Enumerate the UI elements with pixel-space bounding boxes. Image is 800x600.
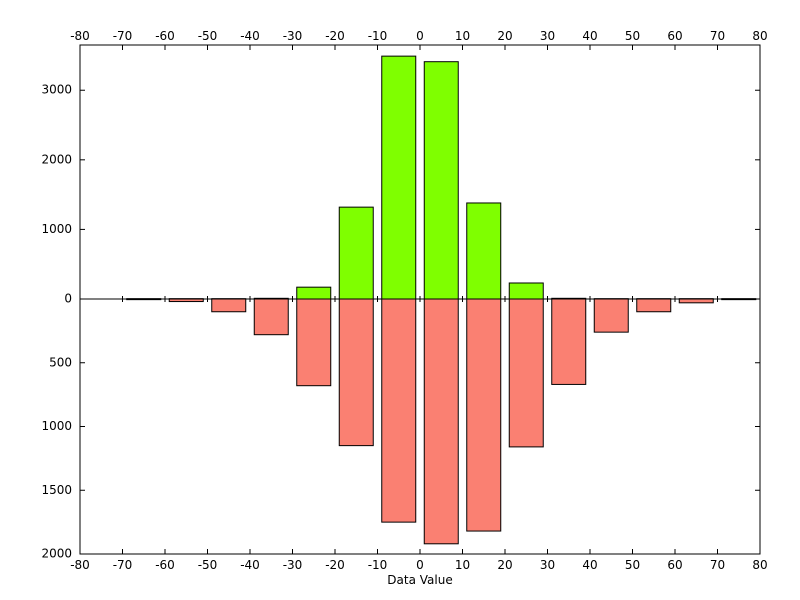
x-tick-label-top: 80 bbox=[752, 29, 767, 43]
x-tick-label-top: -10 bbox=[368, 29, 388, 43]
x-tick-label-top: 50 bbox=[625, 29, 640, 43]
lower-bar bbox=[168, 298, 204, 303]
upper-bar bbox=[423, 61, 459, 300]
upper-bar bbox=[338, 206, 374, 300]
x-tick-label-top: -60 bbox=[155, 29, 175, 43]
x-tick-label-top: -30 bbox=[283, 29, 303, 43]
y-tick-label-upper: 1000 bbox=[41, 222, 72, 236]
lower-bar bbox=[593, 298, 629, 333]
y-tick-label-lower: 500 bbox=[49, 355, 72, 369]
x-tick-label-bottom: 60 bbox=[667, 558, 682, 572]
lower-bar bbox=[466, 298, 502, 532]
lower-bar bbox=[338, 298, 374, 447]
x-axis-label: Data Value bbox=[387, 573, 452, 587]
x-tick-label-bottom: 10 bbox=[455, 558, 470, 572]
y-tick-label-upper: 0 bbox=[64, 292, 72, 306]
x-tick-label-bottom: 30 bbox=[540, 558, 555, 572]
x-tick-label-top: 10 bbox=[455, 29, 470, 43]
x-tick-label-bottom: 50 bbox=[625, 558, 640, 572]
x-tick-label-top: 30 bbox=[540, 29, 555, 43]
lower-bar bbox=[253, 298, 289, 336]
x-tick-label-bottom: -30 bbox=[283, 558, 303, 572]
x-tick-label-top: -80 bbox=[70, 29, 90, 43]
x-tick-label-bottom: 80 bbox=[752, 558, 767, 572]
x-tick-label-top: -20 bbox=[325, 29, 345, 43]
y-tick-label-upper: 2000 bbox=[41, 152, 72, 166]
lower-bar bbox=[381, 298, 417, 523]
tick-labels: -80 -80 -70 -70 -60 -60 -50 -50 -40 -40 -30 -30 -20 -… bbox=[41, 29, 767, 572]
lower-bar bbox=[423, 298, 459, 545]
x-tick-label-bottom: 40 bbox=[582, 558, 597, 572]
tick-marks bbox=[79, 45, 761, 555]
x-tick-label-bottom: -70 bbox=[113, 558, 133, 572]
x-tick-label-top: -70 bbox=[113, 29, 133, 43]
x-tick-label-top: -50 bbox=[198, 29, 218, 43]
x-tick-label-top: 60 bbox=[667, 29, 682, 43]
y-tick-label-upper: 3000 bbox=[41, 83, 72, 97]
upper-bar bbox=[466, 202, 502, 300]
upper-bar bbox=[508, 282, 544, 300]
lower-bar bbox=[636, 298, 672, 313]
y-tick-label-lower: 2000 bbox=[41, 547, 72, 561]
lower-bar bbox=[126, 298, 162, 301]
lower-bar bbox=[551, 298, 587, 385]
lower-bar bbox=[508, 298, 544, 448]
x-tick-label-bottom: -20 bbox=[325, 558, 345, 572]
lower-bar bbox=[211, 298, 247, 313]
x-tick-label-bottom: -80 bbox=[70, 558, 90, 572]
x-tick-label-top: 70 bbox=[710, 29, 725, 43]
x-tick-label-bottom: -40 bbox=[240, 558, 260, 572]
upper-bar bbox=[296, 286, 332, 300]
x-tick-label-bottom: -50 bbox=[198, 558, 218, 572]
x-tick-label-bottom: -10 bbox=[368, 558, 388, 572]
lower-bars bbox=[126, 298, 757, 545]
y-tick-label-lower: 1000 bbox=[41, 419, 72, 433]
lower-bar bbox=[296, 298, 332, 387]
upper-bars bbox=[126, 55, 757, 300]
x-tick-label-top: 40 bbox=[582, 29, 597, 43]
x-tick-label-top: -40 bbox=[240, 29, 260, 43]
x-tick-label-bottom: 0 bbox=[416, 558, 424, 572]
x-tick-label-bottom: 70 bbox=[710, 558, 725, 572]
y-tick-label-lower: 1500 bbox=[41, 483, 72, 497]
upper-bar bbox=[381, 55, 417, 300]
x-tick-label-bottom: 20 bbox=[497, 558, 512, 572]
x-tick-label-top: 20 bbox=[497, 29, 512, 43]
lower-bar bbox=[678, 298, 714, 304]
lower-bar bbox=[721, 298, 757, 301]
x-tick-label-top: 0 bbox=[416, 29, 424, 43]
x-tick-label-bottom: -60 bbox=[155, 558, 175, 572]
